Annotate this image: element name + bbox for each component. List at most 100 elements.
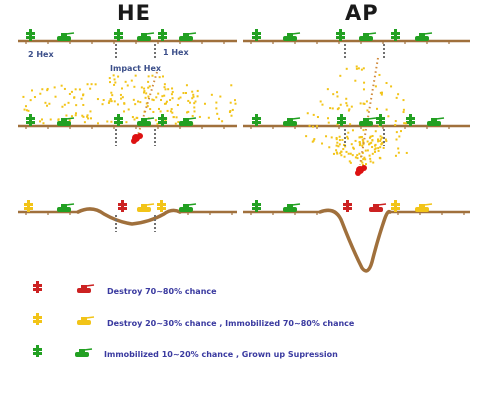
branch-top	[33, 284, 42, 287]
tree-icon	[114, 114, 123, 126]
he-debris-dot	[63, 103, 66, 106]
he-debris-dot	[39, 120, 42, 123]
ap-debris-dot	[403, 122, 406, 125]
ap-debris-dot	[364, 149, 367, 152]
he-debris-dot	[65, 114, 68, 117]
he-debris-dot	[133, 118, 136, 121]
one-hex-label: 1 Hex	[163, 48, 189, 57]
he-debris-dot	[187, 110, 190, 113]
he-debris-dot	[48, 102, 51, 105]
ap-debris-dot	[371, 139, 374, 142]
he-debris-dot	[158, 76, 161, 79]
he-debris-dot	[163, 86, 166, 89]
he-debris-dot	[165, 100, 168, 103]
branch-low	[252, 121, 261, 124]
ap-debris-dot	[399, 130, 402, 133]
branch-low	[252, 36, 261, 39]
tank-icon	[359, 32, 377, 41]
turret	[61, 118, 67, 121]
tree-icon	[158, 29, 167, 41]
ap-debris-dot	[371, 135, 374, 138]
he-debris-dot	[120, 87, 123, 90]
gun	[367, 117, 377, 120]
turret	[183, 33, 189, 36]
he-debris-dot	[147, 80, 150, 83]
hull	[283, 36, 297, 41]
he-debris-dot	[149, 108, 152, 111]
ap-debris-dot	[354, 156, 357, 159]
ap-debris-dot	[366, 140, 369, 143]
he-debris-dot	[96, 98, 99, 101]
hull	[179, 36, 193, 41]
ap-debris-dot	[341, 138, 344, 141]
branch-low	[33, 352, 42, 355]
ap-debris-dot	[336, 141, 339, 144]
branch-top	[26, 117, 35, 120]
burst-lobe	[137, 133, 143, 139]
ap-debris-dot	[364, 163, 367, 166]
he-debris-dot	[80, 97, 83, 100]
ap-debris-dot	[348, 160, 351, 163]
he-debris-dot	[231, 108, 234, 111]
ap-debris-dot	[390, 85, 393, 88]
he-debris-dot	[134, 74, 137, 77]
he-debris-dot	[117, 75, 120, 78]
tree-icon	[391, 200, 400, 212]
ap-debris-dot	[358, 152, 361, 155]
he-debris-dot	[132, 98, 135, 101]
tree-icon	[158, 114, 167, 126]
ap-debris-dot	[312, 113, 315, 116]
branch-top	[391, 32, 400, 35]
he-debris-dot	[151, 74, 154, 77]
he-debris-dot	[108, 100, 111, 103]
he-debris-dot	[101, 103, 104, 106]
gun	[291, 203, 301, 206]
turret	[363, 33, 369, 36]
gun	[187, 117, 197, 120]
ap-debris-dot	[374, 85, 377, 88]
he-debris-dot	[146, 105, 149, 108]
ap-debris-dot	[354, 79, 357, 82]
he-debris-dot	[78, 88, 81, 91]
he-debris-dot	[46, 89, 49, 92]
he-debris-dot	[169, 110, 172, 113]
ap-debris-dot	[335, 151, 338, 154]
he-debris-dot	[74, 114, 77, 117]
he-debris-dot	[216, 112, 219, 115]
he-debris-dot	[89, 87, 92, 90]
two-hex-label: 2 Hex	[28, 50, 54, 59]
he-debris-dot	[130, 79, 133, 82]
hull	[137, 207, 151, 212]
gun	[291, 117, 301, 120]
turret	[61, 33, 67, 36]
he-debris-dot	[134, 103, 137, 106]
turret	[431, 118, 437, 121]
he-debris-dot	[233, 99, 236, 102]
he-debris-dot	[166, 109, 169, 112]
ap-debris-dot	[380, 93, 383, 96]
ap-debris-dot	[395, 96, 398, 99]
he-debris-dot	[177, 121, 180, 124]
he-debris-dot	[61, 105, 64, 108]
hull	[369, 207, 383, 212]
he-debris-dot	[164, 88, 167, 91]
ap-debris-dot	[313, 138, 316, 141]
ap-debris-dot	[321, 142, 324, 145]
branch-top	[118, 203, 127, 206]
he-debris-dot	[114, 81, 117, 84]
he-debris-dot	[86, 114, 89, 117]
he-debris-dot	[191, 97, 194, 100]
ap-debris-dot	[394, 154, 397, 157]
ap-debris-dot	[369, 160, 372, 163]
ap-title: AP	[345, 1, 379, 25]
ap-debris-dot	[347, 109, 350, 112]
he-debris-dot	[218, 117, 221, 120]
ap-debris-dot	[349, 123, 352, 126]
ap-debris-dot	[339, 74, 342, 77]
he-debris-dot	[140, 86, 143, 89]
branch-low	[337, 121, 346, 124]
he-debris-dot	[159, 110, 162, 113]
ap-impact-burst	[355, 165, 367, 176]
he-debris-dot	[126, 84, 129, 87]
